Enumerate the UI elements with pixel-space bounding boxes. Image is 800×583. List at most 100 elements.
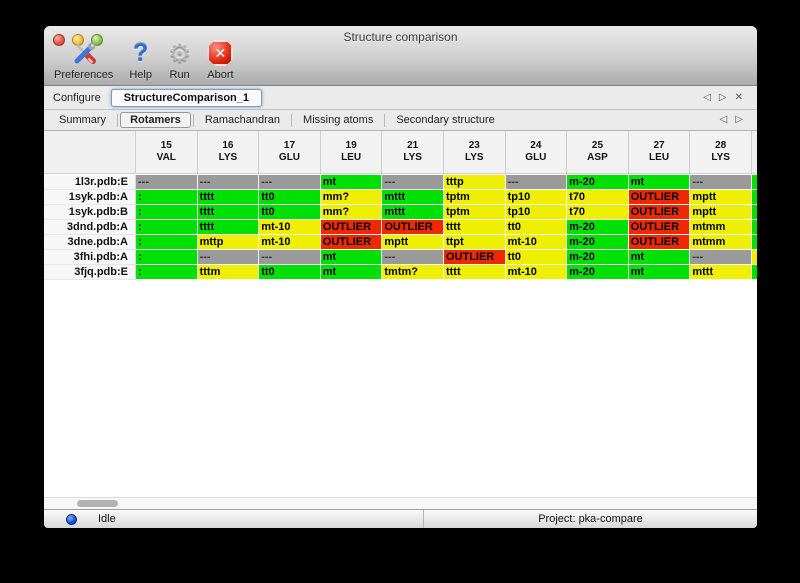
next-tab-icon[interactable]: ▷ bbox=[735, 114, 743, 125]
rotamer-cell[interactable]: tt0 bbox=[505, 220, 568, 234]
rotamer-cell[interactable]: --- bbox=[259, 250, 321, 264]
rotamer-cell[interactable]: mt bbox=[628, 250, 691, 264]
rotamer-cell[interactable]: mm? bbox=[320, 205, 383, 219]
rotamer-cell[interactable]: --- bbox=[690, 250, 752, 264]
column-header-16[interactable]: 16 LYS bbox=[198, 131, 260, 173]
column-header-24[interactable]: 24 GLU bbox=[506, 131, 568, 173]
rotamer-cell[interactable]: mt-10 bbox=[505, 265, 568, 279]
clipped-rotamer-cell[interactable] bbox=[751, 190, 757, 204]
rotamer-cell[interactable]: mt-10 bbox=[505, 235, 568, 249]
rotamer-cell[interactable]: tttt bbox=[443, 220, 506, 234]
rotamer-cell[interactable]: tttm bbox=[197, 265, 260, 279]
clipped-rotamer-cell[interactable] bbox=[751, 235, 757, 249]
rotamer-cell[interactable]: mt-10 bbox=[259, 220, 321, 234]
prev-tab-icon[interactable]: ◁ bbox=[719, 114, 728, 125]
rotamer-cell[interactable]: mttt bbox=[690, 265, 752, 279]
rotamer-cell[interactable]: tt0 bbox=[505, 250, 568, 264]
rotamer-cell[interactable]: t70 bbox=[567, 190, 629, 204]
tab-summary[interactable]: Summary bbox=[59, 114, 107, 126]
close-window-button[interactable] bbox=[53, 34, 65, 46]
rotamer-cell[interactable]: tp10 bbox=[505, 190, 568, 204]
rotamer-cell[interactable]: OUTLIER bbox=[320, 220, 383, 234]
clipped-rotamer-cell[interactable] bbox=[751, 265, 757, 279]
rotamer-cell[interactable]: : bbox=[136, 190, 198, 204]
rotamer-cell[interactable]: --- bbox=[197, 175, 260, 189]
rotamer-cell[interactable]: : bbox=[136, 235, 198, 249]
row-label[interactable]: 3dnd.pdb:A bbox=[44, 220, 136, 235]
row-label[interactable]: 3fhi.pdb:A bbox=[44, 250, 136, 265]
row-label[interactable]: 3dne.pdb:A bbox=[44, 235, 136, 250]
column-header-15[interactable]: 15 VAL bbox=[136, 131, 198, 173]
zoom-window-button[interactable] bbox=[91, 34, 103, 46]
column-header-27[interactable]: 27 LEU bbox=[629, 131, 691, 173]
rotamer-cell[interactable]: : bbox=[136, 265, 198, 279]
tab-ramachandran[interactable]: Ramachandran bbox=[204, 114, 281, 126]
rotamer-cell[interactable]: mttp bbox=[197, 235, 260, 249]
scrollbar-thumb[interactable] bbox=[77, 500, 118, 507]
horizontal-scrollbar[interactable] bbox=[44, 497, 757, 509]
rotamer-cell[interactable]: mptt bbox=[382, 235, 444, 249]
rotamer-cell[interactable]: OUTLIER bbox=[443, 250, 506, 264]
column-header-23[interactable]: 23 LYS bbox=[444, 131, 506, 173]
rotamer-cell[interactable]: ttpt bbox=[443, 235, 506, 249]
rotamer-cell[interactable]: mt bbox=[628, 175, 691, 189]
rotamer-cell[interactable]: : bbox=[136, 205, 198, 219]
tab-missing-atoms[interactable]: Missing atoms bbox=[303, 114, 374, 126]
rotamer-cell[interactable]: mt bbox=[320, 175, 383, 189]
rotamer-cell[interactable]: tmtm? bbox=[382, 265, 444, 279]
rotamer-cell[interactable]: --- bbox=[382, 250, 444, 264]
rotamer-cell[interactable]: --- bbox=[197, 250, 260, 264]
rotamer-cell[interactable]: tttt bbox=[197, 220, 260, 234]
help-button[interactable]: ? Help bbox=[129, 38, 152, 82]
row-label[interactable]: 1syk.pdb:A bbox=[44, 190, 136, 205]
rotamer-cell[interactable]: : bbox=[136, 250, 198, 264]
rotamer-cell[interactable]: mtmm bbox=[690, 220, 752, 234]
clipped-rotamer-cell[interactable] bbox=[751, 205, 757, 219]
row-label[interactable]: 3fjq.pdb:E bbox=[44, 265, 136, 280]
rotamer-cell[interactable]: tttp bbox=[443, 175, 506, 189]
rotamer-cell[interactable]: tt0 bbox=[259, 190, 321, 204]
rotamer-cell[interactable]: mt bbox=[320, 265, 383, 279]
rotamer-cell[interactable]: mptt bbox=[690, 190, 752, 204]
rotamer-cell[interactable]: tt0 bbox=[259, 205, 321, 219]
preferences-button[interactable]: Preferences bbox=[54, 38, 113, 81]
rotamer-cell[interactable]: m-20 bbox=[567, 220, 629, 234]
prev-configuration-icon[interactable]: ◁ bbox=[703, 91, 711, 103]
rotamer-cell[interactable]: mm? bbox=[320, 190, 383, 204]
clipped-rotamer-cell[interactable] bbox=[751, 250, 757, 264]
rotamer-cell[interactable]: m-20 bbox=[567, 235, 629, 249]
rotamer-cell[interactable]: mtmm bbox=[690, 235, 752, 249]
rotamer-cell[interactable]: t70 bbox=[567, 205, 629, 219]
row-label[interactable]: 1syk.pdb:B bbox=[44, 205, 136, 220]
run-button[interactable]: ⚙ Run bbox=[168, 38, 191, 82]
rotamer-cell[interactable]: tttt bbox=[197, 205, 260, 219]
abort-button[interactable]: ✕ Abort bbox=[207, 38, 234, 81]
rotamer-cell[interactable]: tp10 bbox=[505, 205, 568, 219]
rotamer-cell[interactable]: OUTLIER bbox=[628, 205, 691, 219]
row-label[interactable]: 1l3r.pdb:E bbox=[44, 175, 136, 190]
column-header-28[interactable]: 28 LYS bbox=[690, 131, 752, 173]
rotamer-cell[interactable]: mttt bbox=[382, 190, 444, 204]
rotamer-cell[interactable]: OUTLIER bbox=[628, 235, 691, 249]
rotamer-cell[interactable]: mttt bbox=[382, 205, 444, 219]
rotamer-cell[interactable]: OUTLIER bbox=[320, 235, 383, 249]
rotamer-cell[interactable]: mt bbox=[628, 265, 691, 279]
column-header-25[interactable]: 25 ASP bbox=[567, 131, 629, 173]
rotamer-cell[interactable]: : bbox=[136, 220, 198, 234]
rotamer-cell[interactable]: m-20 bbox=[567, 250, 629, 264]
configuration-tab[interactable]: StructureComparison_1 bbox=[110, 88, 263, 107]
rotamer-cell[interactable]: OUTLIER bbox=[628, 190, 691, 204]
column-header-19[interactable]: 19 LEU bbox=[321, 131, 383, 173]
rotamer-cell[interactable]: mt-10 bbox=[259, 235, 321, 249]
rotamer-cell[interactable]: m-20 bbox=[567, 175, 629, 189]
rotamer-cell[interactable]: tt0 bbox=[259, 265, 321, 279]
rotamer-cell[interactable]: tptm bbox=[443, 190, 506, 204]
clipped-rotamer-cell[interactable] bbox=[751, 220, 757, 234]
rotamer-cell[interactable]: mt bbox=[320, 250, 383, 264]
rotamer-cell[interactable]: --- bbox=[505, 175, 568, 189]
clipped-rotamer-cell[interactable] bbox=[751, 175, 757, 189]
rotamer-cell[interactable]: m-20 bbox=[567, 265, 629, 279]
rotamer-cell[interactable]: OUTLIER bbox=[628, 220, 691, 234]
rotamer-cell[interactable]: OUTLIER bbox=[382, 220, 444, 234]
column-header-17[interactable]: 17 GLU bbox=[259, 131, 321, 173]
